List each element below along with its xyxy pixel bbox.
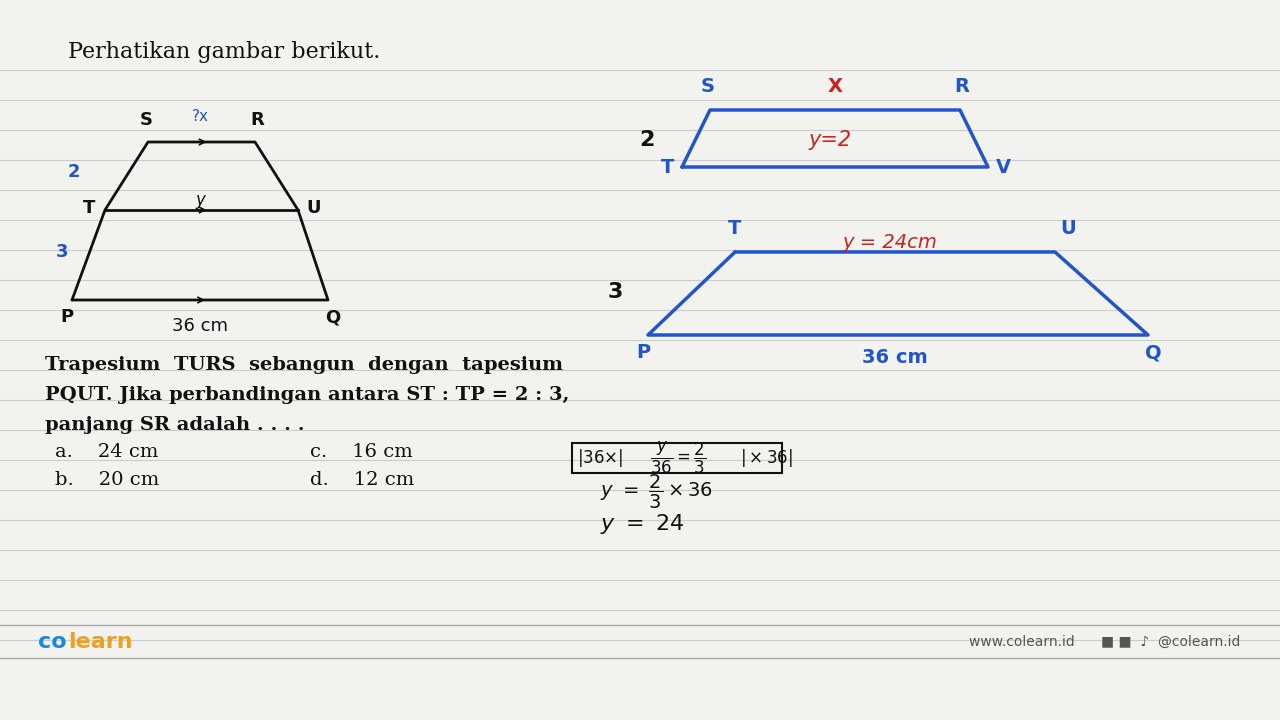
- Text: 3: 3: [55, 243, 68, 261]
- Text: U: U: [306, 199, 320, 217]
- Text: $y \ = \ \dfrac{2}{3} \times 36$: $y \ = \ \dfrac{2}{3} \times 36$: [600, 473, 713, 511]
- Text: V: V: [996, 158, 1011, 176]
- Text: Perhatikan gambar berikut.: Perhatikan gambar berikut.: [68, 41, 380, 63]
- Text: 36 cm: 36 cm: [863, 348, 928, 367]
- Text: 36 cm: 36 cm: [172, 317, 228, 335]
- Text: S: S: [140, 111, 152, 129]
- Text: www.colearn.id      ■ ■  ♪  @colearn.id: www.colearn.id ■ ■ ♪ @colearn.id: [969, 635, 1240, 649]
- Text: co: co: [38, 632, 67, 652]
- Text: c.    16 cm: c. 16 cm: [310, 443, 412, 461]
- Text: 3: 3: [608, 282, 623, 302]
- Text: $\dfrac{y}{36} = \dfrac{2}{3}$: $\dfrac{y}{36} = \dfrac{2}{3}$: [650, 440, 707, 476]
- Text: R: R: [955, 77, 969, 96]
- Text: panjang SR adalah . . . .: panjang SR adalah . . . .: [45, 416, 305, 434]
- Text: PQUT. Jika perbandingan antara ST : TP = 2 : 3,: PQUT. Jika perbandingan antara ST : TP =…: [45, 386, 570, 404]
- Text: $|36{\times}|$: $|36{\times}|$: [577, 447, 623, 469]
- Text: R: R: [250, 111, 264, 129]
- Text: Trapesium  TURS  sebangun  dengan  tapesium: Trapesium TURS sebangun dengan tapesium: [45, 356, 563, 374]
- Text: T: T: [83, 199, 95, 217]
- Text: 2: 2: [68, 163, 81, 181]
- Text: $y \ = \ 24$: $y \ = \ 24$: [600, 512, 685, 536]
- Text: T: T: [728, 219, 741, 238]
- Text: ?x: ?x: [192, 109, 209, 124]
- Text: T: T: [660, 158, 675, 176]
- Text: y=2: y=2: [809, 130, 851, 150]
- Text: P: P: [636, 343, 650, 362]
- Text: X: X: [827, 77, 842, 96]
- Text: y: y: [195, 191, 205, 209]
- Text: 2: 2: [640, 130, 655, 150]
- Text: U: U: [1060, 219, 1075, 238]
- Text: Q: Q: [325, 308, 340, 326]
- Text: learn: learn: [68, 632, 133, 652]
- Text: b.    20 cm: b. 20 cm: [55, 471, 159, 489]
- Bar: [572, 443, 782, 473]
- Text: y = 24cm: y = 24cm: [842, 233, 937, 251]
- Text: Q: Q: [1144, 343, 1161, 362]
- Text: P: P: [60, 308, 73, 326]
- Text: a.    24 cm: a. 24 cm: [55, 443, 159, 461]
- Text: $|\times 36|$: $|\times 36|$: [740, 447, 792, 469]
- Text: S: S: [701, 77, 716, 96]
- Text: d.    12 cm: d. 12 cm: [310, 471, 415, 489]
